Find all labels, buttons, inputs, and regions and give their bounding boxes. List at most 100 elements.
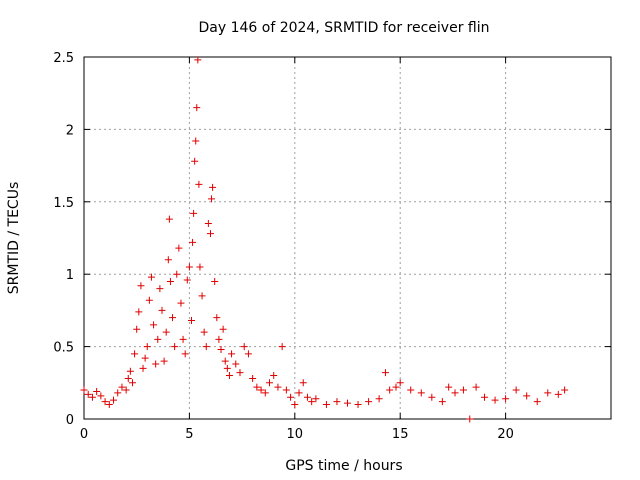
- data-point: [344, 399, 351, 407]
- data-point: [150, 321, 158, 329]
- data-point: [287, 393, 295, 401]
- data-point: [93, 387, 101, 395]
- data-point: [240, 343, 248, 351]
- y-tick-label: 0: [66, 413, 74, 428]
- data-point: [481, 393, 489, 401]
- data-point: [206, 230, 214, 238]
- data-point: [312, 395, 320, 403]
- data-point: [200, 328, 208, 336]
- data-point: [165, 215, 173, 223]
- data-point: [208, 195, 216, 203]
- data-point: [561, 386, 569, 394]
- data-point: [386, 386, 394, 394]
- data-point: [190, 209, 198, 217]
- data-point: [295, 389, 303, 397]
- data-point: [192, 137, 200, 145]
- x-tick-label: 20: [497, 427, 514, 442]
- data-point: [261, 389, 269, 397]
- data-point: [181, 350, 189, 358]
- data-point: [158, 306, 166, 314]
- data-point: [428, 393, 436, 401]
- x-tick-label: 0: [80, 427, 88, 442]
- data-point: [173, 270, 181, 278]
- data-point: [407, 386, 415, 394]
- y-tick-label: 1.5: [53, 196, 74, 211]
- data-point: [114, 389, 122, 397]
- data-point: [278, 343, 286, 351]
- data-point: [152, 360, 160, 368]
- data-point: [179, 335, 187, 343]
- data-point: [303, 393, 311, 401]
- data-point: [164, 256, 172, 264]
- data-point: [244, 350, 252, 358]
- y-tick-label: 2: [66, 123, 74, 138]
- axis-ticks: 0 5 10 15 20 0 0.5 1 1.5 2 2.5: [53, 51, 611, 442]
- data-point: [354, 401, 362, 409]
- data-point: [189, 238, 197, 246]
- data-point: [202, 343, 210, 351]
- data-point: [191, 157, 199, 165]
- data-point: [308, 398, 316, 406]
- data-point: [253, 383, 261, 391]
- data-point: [177, 299, 185, 307]
- data-point: [217, 345, 225, 353]
- data-point: [502, 395, 510, 403]
- data-point: [274, 383, 282, 391]
- data-point: [80, 386, 88, 394]
- data-point: [544, 389, 552, 397]
- data-point: [438, 398, 446, 406]
- y-tick-label: 2.5: [53, 51, 74, 66]
- data-point: [209, 183, 217, 191]
- data-point: [135, 308, 143, 316]
- data-point: [162, 328, 170, 336]
- data-point: [249, 374, 257, 382]
- data-point: [196, 263, 204, 271]
- data-point: [84, 390, 92, 398]
- data-point: [257, 386, 265, 394]
- data-point: [183, 276, 191, 284]
- data-point: [126, 367, 134, 375]
- x-tick-label: 5: [185, 427, 193, 442]
- data-point: [445, 383, 453, 391]
- data-point: [131, 350, 139, 358]
- x-tick-label: 10: [287, 427, 304, 442]
- data-point: [451, 389, 459, 397]
- data-point: [145, 296, 153, 304]
- data-point: [139, 364, 147, 372]
- data-point: [97, 392, 105, 400]
- data-point: [188, 317, 196, 325]
- data-point: [228, 350, 236, 358]
- data-point: [523, 392, 531, 400]
- data-point: [133, 325, 141, 333]
- data-point: [185, 263, 193, 271]
- data-point: [459, 386, 467, 394]
- data-point: [396, 379, 404, 387]
- data-point: [154, 335, 162, 343]
- data-point: [221, 357, 229, 365]
- data-point: [512, 386, 520, 394]
- data-point: [101, 398, 109, 406]
- data-point: [223, 364, 231, 372]
- data-point: [118, 383, 126, 391]
- plot-frame: [83, 56, 612, 420]
- data-point: [105, 401, 113, 409]
- data-point: [198, 292, 206, 300]
- data-point: [417, 389, 425, 397]
- data-point: [266, 379, 274, 387]
- data-point: [270, 372, 278, 380]
- data-point: [175, 244, 183, 252]
- y-axis-label: SRMTID / TECUs: [6, 182, 22, 295]
- data-point: [375, 395, 383, 403]
- y-tick-label: 1: [66, 268, 74, 283]
- data-point: [193, 104, 201, 112]
- y-tick-label: 0.5: [53, 341, 74, 356]
- data-point: [122, 386, 130, 394]
- data-point: [143, 343, 151, 351]
- data-point: [219, 325, 227, 333]
- data-point: [291, 401, 299, 409]
- data-point: [110, 396, 118, 404]
- data-point: [124, 374, 132, 382]
- data-point: [225, 372, 233, 380]
- data-point: [88, 393, 96, 401]
